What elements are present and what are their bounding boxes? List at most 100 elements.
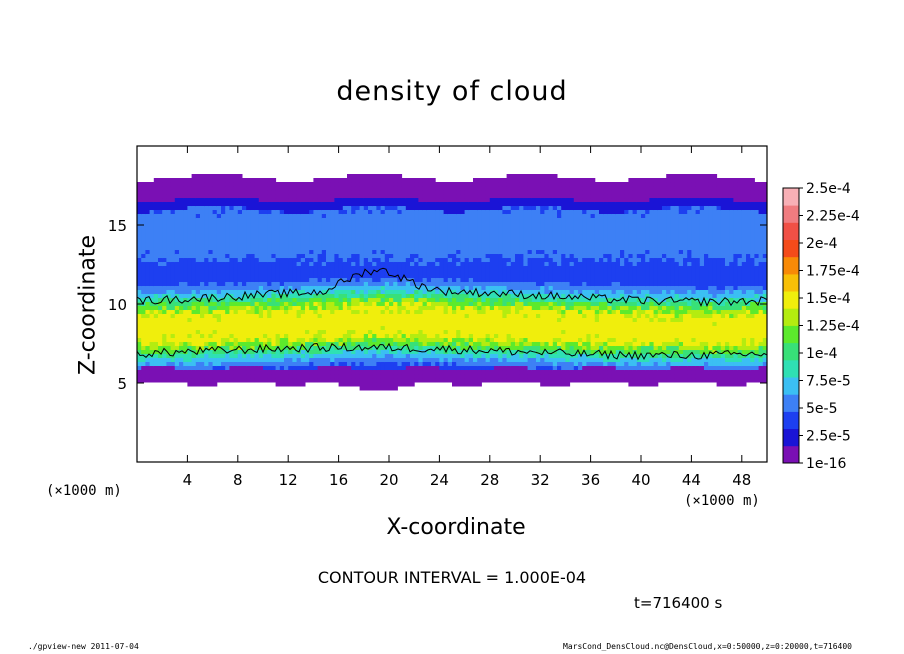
density-cell (515, 230, 520, 235)
density-cell (351, 258, 356, 263)
density-cell (246, 290, 251, 295)
density-cell (426, 322, 432, 327)
density-cell (452, 302, 457, 307)
density-cell (158, 226, 163, 231)
density-cell (174, 234, 180, 239)
density-cell (380, 346, 386, 351)
density-cell (447, 254, 453, 259)
density-cell (221, 266, 226, 271)
density-cell (347, 290, 352, 295)
density-cell (309, 214, 314, 219)
density-cell (208, 370, 214, 375)
density-cell (355, 234, 361, 239)
density-cell (468, 334, 474, 339)
density-cell (351, 342, 356, 347)
density-cell (200, 194, 205, 199)
density-cell (351, 278, 356, 283)
density-cell (137, 318, 142, 323)
density-cell (502, 318, 508, 323)
density-cell (208, 210, 214, 215)
density-cell (313, 370, 319, 375)
density-cell (464, 250, 470, 255)
density-cell (460, 382, 466, 387)
density-cell (191, 262, 197, 267)
density-cell (242, 302, 247, 307)
density-cell (149, 350, 155, 355)
density-cell (267, 358, 272, 363)
density-cell (338, 378, 344, 383)
density-cell (300, 210, 306, 215)
density-cell (410, 206, 415, 211)
density-cell (342, 338, 348, 343)
density-cell (418, 370, 424, 375)
density-cell (418, 326, 424, 331)
density-cell (204, 198, 209, 203)
density-cell (536, 330, 541, 335)
density-cell (368, 266, 373, 271)
density-cell (540, 198, 545, 203)
density-cell (191, 314, 197, 319)
density-cell (384, 378, 390, 383)
density-cell (145, 286, 151, 291)
density-cell (519, 314, 524, 319)
density-cell (166, 286, 172, 291)
density-cell (300, 338, 306, 343)
density-cell (401, 314, 407, 319)
density-cell (515, 250, 520, 255)
density-cell (309, 234, 314, 239)
density-cell (414, 342, 419, 347)
density-cell (515, 242, 520, 247)
density-cell (183, 242, 188, 247)
density-cell (158, 330, 163, 335)
density-cell (452, 202, 457, 207)
density-cell (456, 334, 461, 339)
density-cell (183, 278, 188, 283)
density-cell (208, 190, 214, 195)
density-cell (347, 302, 352, 307)
density-cell (153, 230, 159, 235)
density-cell (502, 310, 508, 315)
density-cell (447, 298, 453, 303)
density-cell (225, 302, 230, 307)
density-cell (174, 206, 180, 211)
density-cell (145, 246, 151, 251)
density-cell (485, 334, 491, 339)
density-cell (317, 334, 323, 339)
density-cell (254, 242, 260, 247)
density-cell (418, 378, 424, 383)
density-cell (195, 178, 201, 183)
density-cell (443, 262, 449, 267)
density-cell (309, 266, 314, 271)
density-cell (384, 178, 390, 183)
density-cell (477, 230, 482, 235)
density-cell (166, 206, 172, 211)
density-cell (401, 278, 407, 283)
density-cell (204, 230, 209, 235)
density-cell (502, 198, 508, 203)
density-cell (393, 226, 398, 231)
density-cell (166, 302, 172, 307)
density-cell (288, 266, 293, 271)
density-cell (376, 302, 382, 307)
density-cell (523, 210, 529, 215)
density-cell (321, 278, 327, 283)
density-cell (519, 342, 524, 347)
density-cell (338, 330, 344, 335)
density-cell (137, 278, 142, 283)
density-cell (334, 258, 340, 263)
density-cell (191, 334, 197, 339)
density-cell (540, 298, 545, 303)
density-cell (300, 314, 306, 319)
density-cell (271, 354, 277, 359)
density-cell (359, 186, 365, 191)
density-cell (170, 258, 176, 263)
density-cell (401, 262, 407, 267)
density-cell (326, 266, 331, 271)
density-cell (292, 278, 298, 283)
density-cell (153, 358, 159, 363)
density-cell (452, 274, 457, 279)
density-cell (179, 350, 184, 355)
density-cell (447, 350, 453, 355)
density-cell (426, 374, 432, 379)
density-cell (141, 202, 146, 207)
